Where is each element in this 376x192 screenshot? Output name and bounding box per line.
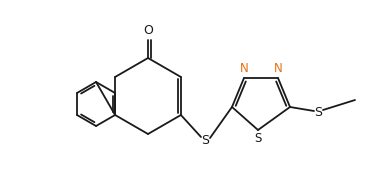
Text: S: S — [314, 107, 322, 119]
Text: S: S — [201, 135, 209, 147]
Text: N: N — [274, 62, 282, 75]
Text: N: N — [240, 62, 249, 75]
Text: O: O — [143, 24, 153, 37]
Text: S: S — [254, 132, 262, 145]
